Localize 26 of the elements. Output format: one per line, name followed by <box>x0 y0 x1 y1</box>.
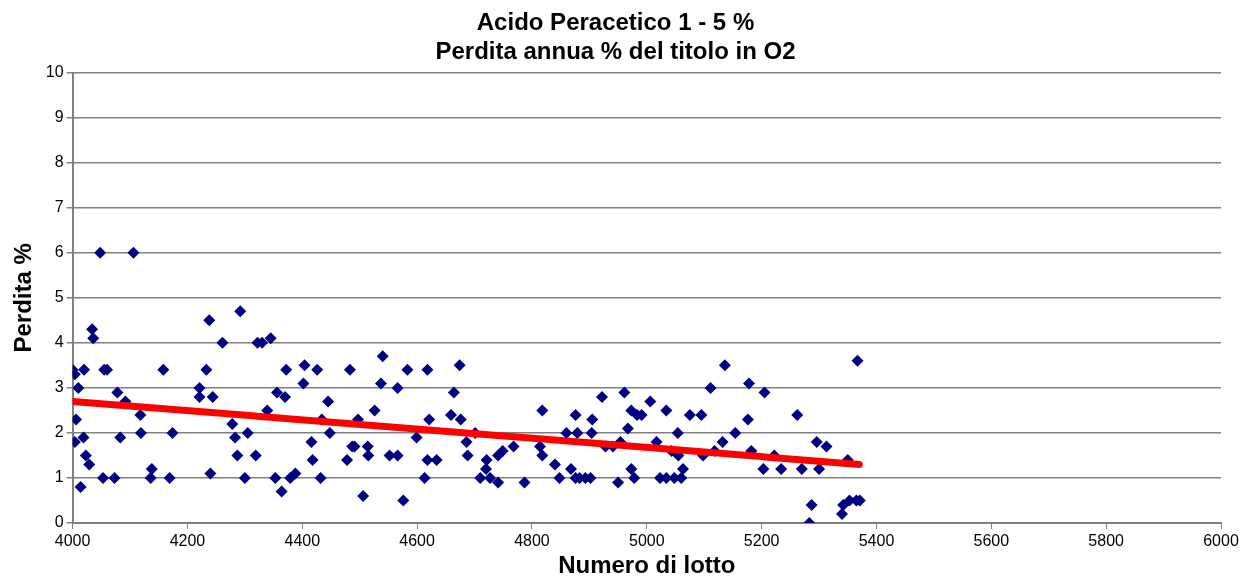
y-tick-label: 4 <box>54 333 64 351</box>
y-tick-label: 6 <box>54 243 64 261</box>
y-tick-label: 3 <box>54 378 64 396</box>
x-tick-label: 4200 <box>169 532 206 550</box>
y-tick-label: 9 <box>54 108 64 126</box>
x-tick-label: 4800 <box>514 532 550 550</box>
x-tick-label: 5000 <box>629 532 665 550</box>
y-tick-label: 7 <box>54 198 64 216</box>
x-tick-label: 4400 <box>284 532 321 550</box>
chart-title: Acido Peracetico 1 - 5 % <box>476 8 755 36</box>
x-axis-title: Numero di lotto <box>558 551 736 579</box>
x-tick-label: 6000 <box>1203 532 1239 550</box>
y-tick-label: 1 <box>54 468 64 486</box>
y-axis-title: Perdita % <box>9 243 37 353</box>
y-tick-label: 2 <box>54 423 64 441</box>
x-tick-label: 5200 <box>743 532 780 550</box>
x-tick-label: 5600 <box>973 532 1010 550</box>
x-tick-label: 5400 <box>858 532 895 550</box>
x-tick-label: 5800 <box>1088 532 1125 550</box>
x-tick-label: 4000 <box>54 532 91 550</box>
y-tick-label: 10 <box>45 63 64 81</box>
chart-subtitle: Perdita annua % del titolo in O2 <box>435 36 796 64</box>
x-tick-label: 4600 <box>399 532 436 550</box>
y-tick-label: 0 <box>54 513 64 531</box>
y-tick-label: 8 <box>54 153 64 171</box>
y-tick-label: 5 <box>54 288 64 306</box>
